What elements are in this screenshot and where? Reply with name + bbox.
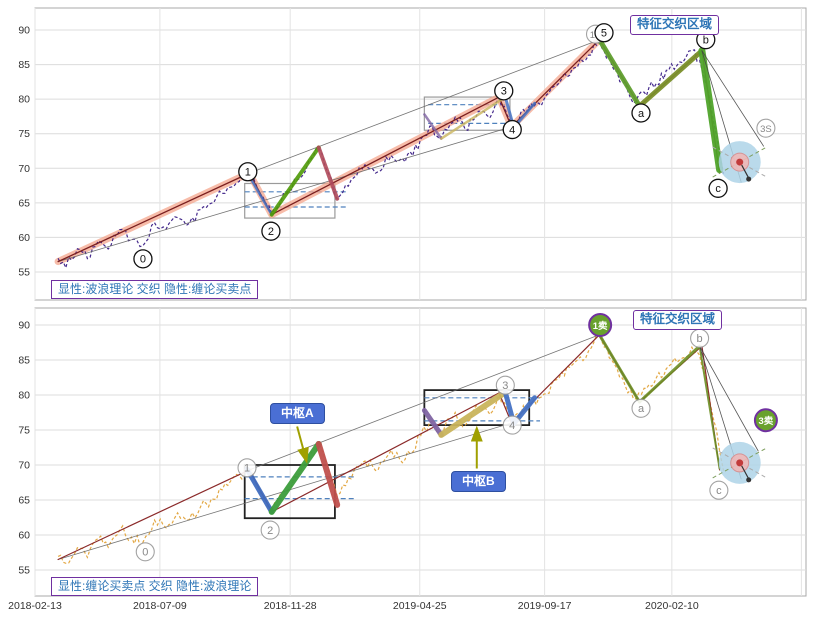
x-tick-label: 2018-02-13: [8, 600, 62, 612]
wave-marker-b: b: [690, 328, 710, 348]
wave-marker-3: 3: [494, 81, 514, 101]
y-tick-label: 55: [18, 565, 30, 577]
svg-text:a: a: [638, 403, 645, 415]
segment-wave-ab-thin: [638, 344, 702, 404]
svg-text:2: 2: [267, 525, 273, 537]
y-tick-label: 85: [18, 355, 30, 367]
svg-text:3S: 3S: [760, 124, 772, 135]
wave-marker-3卖: 3卖: [753, 408, 778, 433]
y-tick-label: 75: [18, 128, 30, 140]
y-tick-label: 65: [18, 197, 30, 209]
svg-text:5: 5: [601, 28, 607, 40]
segment-chan-red-a: [316, 145, 340, 201]
y-tick-label: 80: [18, 390, 30, 402]
y-tick-label: 60: [18, 232, 30, 244]
svg-text:3: 3: [501, 86, 507, 98]
y-tick-label: 85: [18, 59, 30, 71]
segment-chan-purple-b: [423, 113, 443, 140]
pivot-arrow: [296, 426, 309, 464]
x-tick-label: 2019-04-25: [393, 600, 447, 612]
segment-wave-bc-thin: [698, 345, 721, 470]
y-tick-label: 90: [18, 25, 30, 37]
segment-chan-green-a: [268, 441, 322, 515]
panel-bottom: 90 85 80 75 70 65 60 55 0 1 2 3 4 a b c 1卖 3卖: [18, 307, 807, 597]
wave-marker-1: 1: [237, 458, 257, 478]
y-tick-label: 80: [18, 94, 30, 106]
segment-chan-khaki-b: [440, 95, 507, 140]
y-tick-label: 70: [18, 460, 30, 472]
wave-marker-b: b: [696, 30, 716, 50]
y-tick-label: 70: [18, 163, 30, 175]
segment-chan-red-a: [315, 441, 341, 508]
svg-text:1: 1: [245, 167, 251, 179]
svg-text:4: 4: [509, 124, 515, 136]
svg-text:c: c: [716, 485, 722, 497]
wave-marker-a: a: [631, 398, 651, 418]
wave-marker-2: 2: [261, 221, 281, 241]
wave-marker-0: 0: [135, 542, 155, 562]
svg-text:2: 2: [268, 226, 274, 238]
segment-projection-2: [701, 50, 764, 147]
svg-text:1: 1: [244, 463, 250, 475]
segment-wave-5a: [596, 37, 642, 109]
wave-marker-3S: 3S: [756, 118, 776, 138]
segment-chan-green-a: [269, 145, 321, 217]
wave-marker-4: 4: [502, 415, 522, 435]
y-tick-label: 55: [18, 267, 30, 279]
svg-text:c: c: [715, 183, 721, 195]
target-marker: [712, 441, 767, 484]
svg-text:0: 0: [140, 254, 146, 266]
segment-trend-line-2: [248, 39, 600, 174]
svg-text:b: b: [703, 34, 709, 46]
x-tick-label: 2018-07-09: [133, 600, 187, 612]
segment-chan-khaki-b: [438, 389, 509, 438]
svg-text:1卖: 1卖: [593, 320, 608, 332]
segment-chan-purple-b: [421, 407, 444, 438]
y-tick-label: 65: [18, 495, 30, 507]
y-tick-label: 75: [18, 425, 30, 437]
plot-border: [34, 307, 807, 597]
wave-marker-2: 2: [260, 520, 280, 540]
segment-wave-5a-thin: [597, 333, 641, 404]
x-tick-label: 2019-09-17: [518, 600, 572, 612]
segment-projection-2: [699, 345, 759, 452]
wave-marker-a: a: [631, 103, 651, 123]
wave-marker-c: c: [709, 480, 729, 500]
svg-text:3: 3: [502, 380, 508, 392]
pivot-box: [244, 182, 336, 219]
x-tick-label: 2020-02-10: [645, 600, 699, 612]
wave-marker-3: 3: [495, 375, 515, 395]
wave-marker-5: 5: [594, 23, 614, 43]
wave-marker-1卖: 1卖: [588, 313, 613, 337]
price-line-top: [57, 38, 725, 270]
svg-text:3卖: 3卖: [759, 415, 774, 427]
y-tick-label: 90: [18, 320, 30, 332]
segment-wave-ab: [637, 48, 705, 109]
segment-wave-bc: [698, 47, 724, 174]
wave-marker-0: 0: [133, 249, 153, 269]
wave-marker-1: 1: [238, 162, 258, 182]
x-tick-label: 2018-11-28: [264, 600, 317, 612]
svg-text:4: 4: [509, 420, 515, 432]
wave-marker-4: 4: [502, 119, 522, 140]
price-line-bottom: [57, 333, 725, 564]
y-tick-label: 60: [18, 530, 30, 542]
svg-text:0: 0: [142, 547, 148, 559]
panel-top: 9085807570656055012341S5abc3S: [18, 7, 807, 301]
svg-text:a: a: [638, 108, 645, 120]
target-marker: [712, 141, 767, 184]
svg-text:b: b: [697, 333, 703, 345]
wave-marker-c: c: [708, 178, 728, 198]
